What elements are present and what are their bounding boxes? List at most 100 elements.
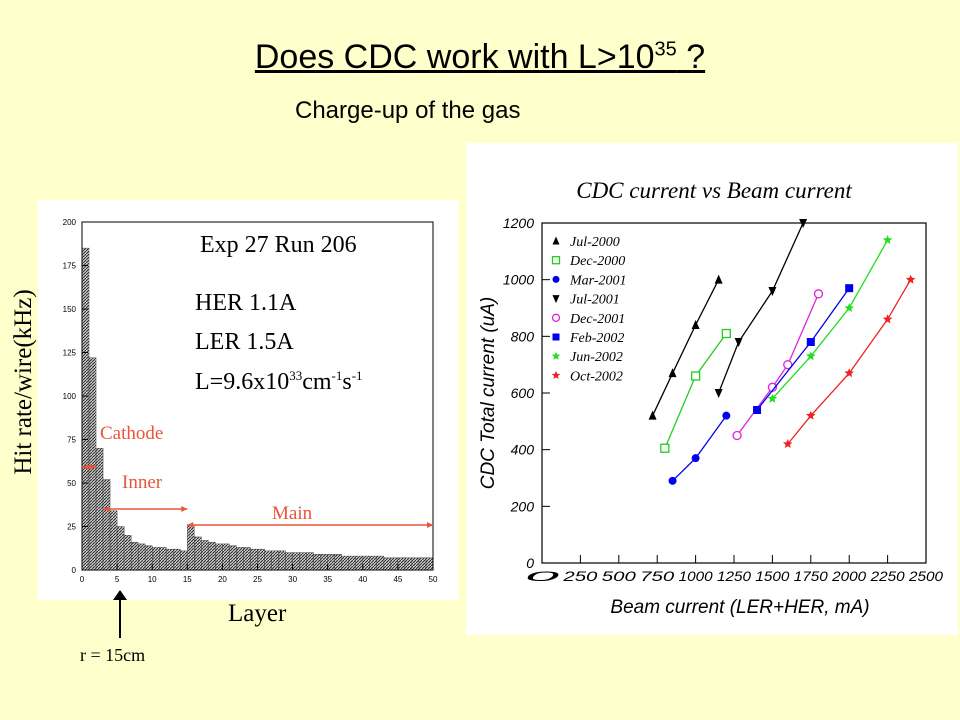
y-tick-label: 25 (67, 523, 76, 532)
histogram-bar (187, 524, 195, 571)
hit-rate-chart-svg: 0 25 50 75 100 125 150 175 200 0 5 10 15 20 25 30 35 40 45… (63, 218, 438, 584)
cdc-x-tick-label: 500 (602, 568, 636, 584)
data-point (882, 235, 893, 244)
histogram-bar (257, 548, 265, 571)
series-line (771, 239, 889, 400)
cathode-arrow-head-left (82, 464, 88, 470)
histogram-bar (102, 479, 111, 571)
data-point (551, 313, 561, 322)
legend-entry: Jul-2001 (570, 293, 620, 308)
histogram-bar (369, 555, 378, 571)
cdc-y-tick-label: 200 (510, 498, 535, 514)
legend-entry: Mar-2001 (569, 273, 627, 288)
histogram-bar (151, 547, 160, 571)
y-tick-label: 100 (63, 392, 77, 401)
histogram-bar (348, 555, 356, 571)
main-arrow-head-right (427, 522, 433, 528)
data-point (734, 338, 743, 347)
data-point (882, 314, 893, 324)
histogram-bar (215, 543, 223, 571)
inner-arrow-head-left (103, 506, 110, 512)
y-tick-label: 125 (63, 349, 77, 358)
legend-entry: Dec-2000 (569, 254, 625, 269)
cdc-y-tick-label: 600 (511, 385, 535, 401)
cdc-x-tick-label: 2250 (870, 568, 905, 584)
data-point (714, 274, 723, 284)
cdc-x-tick-label: 2500 (908, 568, 943, 584)
data-point (783, 439, 793, 448)
radius-arrow (113, 590, 127, 638)
histogram-bar (285, 552, 293, 571)
layer-x-axis-label: Layer (228, 600, 287, 627)
cdc-x-tick-label: 1250 (717, 568, 751, 584)
data-point (690, 371, 701, 381)
x-tick-label: 5 (115, 575, 120, 584)
histogram-bar (137, 543, 146, 571)
legend-entry: Dec-2001 (569, 312, 625, 327)
histogram-bar (109, 510, 118, 571)
x-tick-label: 50 (429, 575, 438, 584)
hit-rate-histogram: 0 25 50 75 100 125 150 175 200 0 5 10 15 20 25 30 35 40 45… (38, 200, 458, 600)
main-arrow-head-left (187, 522, 194, 528)
data-point (552, 275, 560, 283)
data-point (660, 443, 670, 453)
histogram-bar (222, 543, 230, 571)
data-point (668, 368, 677, 378)
cdc-x-tick-label: 1750 (794, 568, 828, 584)
data-point (844, 368, 854, 378)
histogram-bar (208, 541, 216, 571)
data-point (806, 410, 816, 420)
histogram-bar (292, 552, 300, 571)
data-point (721, 328, 731, 339)
luminosity-annotation: L=9.6x1033cm-1s-1 (195, 368, 363, 395)
histogram-bar (299, 552, 307, 571)
x-tick-label: 15 (183, 575, 192, 584)
cdc-y-tick-label: 800 (511, 328, 535, 344)
legend-entry: Jul-2000 (570, 235, 620, 250)
histogram-bar (130, 541, 139, 571)
data-point (722, 411, 731, 420)
histogram-bar (173, 548, 181, 571)
histogram-bar (390, 557, 399, 571)
hit-rate-y-axis-label: Hit rate/wire(kHz) (10, 289, 37, 475)
y-tick-label: 150 (63, 305, 77, 314)
data-point (767, 393, 778, 403)
data-point (783, 360, 793, 370)
cdc-x-tick-label: 250 (562, 568, 598, 584)
cathode-arrow-head-right (90, 464, 97, 470)
histogram-bar (116, 526, 125, 571)
histogram-bar (313, 554, 321, 571)
main-region-label: Main (272, 503, 313, 524)
histogram-bar (355, 555, 363, 571)
cdc-y-tick-label: 0 (526, 555, 534, 571)
cdc-y-tick-label: 1000 (503, 272, 534, 288)
cdc-current-chart: CDC current vs Beam current 0 200 400 600 800… (466, 143, 958, 635)
inner-region-label: Inner (122, 472, 163, 493)
her-current-annotation: HER 1.1A (195, 290, 297, 316)
histogram-bar (418, 557, 427, 571)
run-annotation: Exp 27 Run 206 (200, 232, 357, 258)
histogram-bar (95, 447, 104, 571)
histogram-bar (271, 550, 279, 571)
histogram-bar (306, 552, 314, 571)
cdc-y-tick-label: 400 (511, 442, 535, 458)
legend-entry: Jun-2002 (570, 350, 623, 365)
legend-entry: Feb-2002 (569, 331, 624, 346)
histogram-bar (264, 550, 272, 571)
data-point (552, 295, 560, 304)
histogram-bar (320, 554, 328, 571)
histogram-bar (250, 548, 258, 571)
data-point (844, 303, 854, 312)
x-tick-label: 45 (393, 575, 402, 584)
data-point (552, 333, 560, 341)
histogram-bar (404, 557, 413, 571)
histogram-bar (88, 357, 97, 571)
legend-entry: Oct-2002 (570, 369, 623, 384)
histogram-bar (229, 545, 237, 571)
histogram-bar (341, 555, 349, 571)
histogram-bar (425, 557, 434, 571)
data-point (648, 410, 657, 420)
data-point (806, 338, 815, 346)
series-line (756, 287, 850, 411)
data-point (552, 236, 560, 245)
